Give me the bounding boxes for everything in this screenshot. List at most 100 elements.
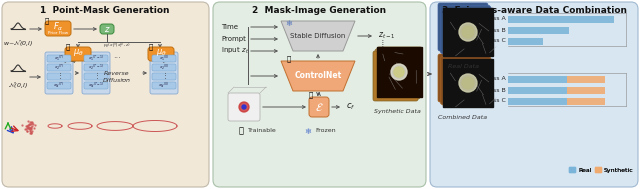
Point — [28, 121, 38, 124]
Point — [23, 120, 33, 123]
Text: Class B: Class B — [483, 88, 506, 92]
Point — [20, 128, 31, 131]
Text: $x_1$$^{(0)}$: $x_1$$^{(0)}$ — [159, 53, 170, 64]
Text: $\vdots$: $\vdots$ — [161, 72, 167, 81]
Polygon shape — [281, 21, 355, 51]
FancyBboxPatch shape — [47, 64, 71, 71]
FancyBboxPatch shape — [152, 73, 176, 80]
FancyBboxPatch shape — [84, 55, 108, 62]
Text: Prompt: Prompt — [221, 36, 246, 42]
Text: Real Data: Real Data — [447, 64, 479, 69]
Bar — [508, 75, 567, 83]
Point — [22, 126, 33, 129]
Text: $x_N$$^{(T-1)}$: $x_N$$^{(T-1)}$ — [88, 81, 104, 91]
FancyBboxPatch shape — [152, 64, 176, 71]
Text: Class C: Class C — [483, 98, 506, 104]
Point — [24, 122, 34, 125]
Point — [26, 131, 36, 134]
Point — [29, 123, 40, 126]
Text: ❄: ❄ — [285, 19, 292, 29]
Circle shape — [239, 102, 249, 112]
Text: Class C: Class C — [483, 39, 506, 43]
FancyBboxPatch shape — [47, 73, 71, 80]
Text: $x_N$$^{(T)}$: $x_N$$^{(T)}$ — [54, 81, 65, 91]
Point — [23, 126, 33, 129]
Text: Reverse
Diffusion: Reverse Diffusion — [103, 71, 131, 83]
Text: Input $z_t$: Input $z_t$ — [221, 46, 249, 56]
Text: ControlNet: ControlNet — [294, 71, 342, 81]
Text: $\vdots$: $\vdots$ — [56, 72, 62, 81]
Point — [28, 123, 38, 126]
Text: 2  Mask-Image Generation: 2 Mask-Image Generation — [252, 6, 386, 15]
Point — [22, 129, 32, 132]
Point — [22, 125, 32, 128]
Text: Prior Flow: Prior Flow — [48, 31, 68, 35]
Point — [26, 131, 36, 134]
Text: Stable Diffusion: Stable Diffusion — [291, 33, 346, 39]
Text: Class A: Class A — [483, 16, 506, 22]
Point — [24, 126, 35, 129]
Bar — [508, 26, 570, 33]
FancyBboxPatch shape — [438, 54, 488, 102]
Point — [25, 132, 35, 135]
Text: ...: ... — [120, 72, 129, 82]
FancyBboxPatch shape — [148, 47, 174, 61]
Text: 🔥: 🔥 — [287, 56, 291, 62]
FancyBboxPatch shape — [45, 21, 71, 36]
FancyBboxPatch shape — [82, 52, 110, 94]
FancyBboxPatch shape — [84, 73, 108, 80]
Bar — [508, 15, 614, 22]
Bar — [443, 8, 493, 56]
Point — [21, 125, 31, 128]
Bar — [443, 59, 493, 107]
Text: 🔥: 🔥 — [45, 18, 49, 24]
Circle shape — [459, 23, 477, 41]
FancyBboxPatch shape — [440, 57, 490, 105]
Legend: Real, Synthetic: Real, Synthetic — [569, 167, 634, 173]
Point — [23, 124, 33, 127]
Bar — [508, 87, 567, 94]
Text: Frozen: Frozen — [315, 129, 335, 133]
Text: $F_\alpha$: $F_\alpha$ — [52, 21, 63, 33]
Point — [27, 121, 37, 124]
Bar — [508, 37, 543, 44]
Point — [24, 124, 34, 127]
FancyBboxPatch shape — [100, 24, 114, 34]
Circle shape — [394, 67, 404, 77]
FancyBboxPatch shape — [213, 2, 426, 187]
Point — [26, 126, 36, 129]
Point — [27, 125, 37, 128]
Text: 🔥: 🔥 — [66, 44, 70, 50]
FancyBboxPatch shape — [47, 82, 71, 89]
Point — [29, 126, 40, 129]
Text: $\mu_\theta$: $\mu_\theta$ — [156, 47, 166, 59]
Text: $\mathcal{N}$(0,$I$): $\mathcal{N}$(0,$I$) — [8, 80, 28, 90]
FancyBboxPatch shape — [377, 47, 422, 97]
Text: 🔥: 🔥 — [309, 92, 313, 98]
FancyBboxPatch shape — [152, 82, 176, 89]
FancyBboxPatch shape — [152, 55, 176, 62]
FancyBboxPatch shape — [373, 51, 418, 101]
Point — [25, 121, 35, 124]
Point — [26, 121, 36, 124]
Text: $z$: $z$ — [104, 25, 110, 33]
FancyBboxPatch shape — [150, 52, 178, 94]
FancyBboxPatch shape — [309, 97, 329, 117]
Text: Combined Data: Combined Data — [438, 115, 488, 120]
Text: $x_N$$^{(0)}$: $x_N$$^{(0)}$ — [159, 81, 170, 91]
FancyBboxPatch shape — [375, 49, 420, 99]
Point — [24, 126, 34, 129]
Point — [26, 131, 36, 134]
Text: $c_f$: $c_f$ — [346, 102, 355, 112]
Point — [25, 130, 35, 133]
Point — [21, 124, 31, 127]
Point — [24, 127, 34, 130]
Text: Class A: Class A — [483, 77, 506, 81]
Point — [23, 125, 33, 128]
Bar — [377, 47, 422, 97]
FancyBboxPatch shape — [47, 55, 71, 62]
Text: $x_1$$^{(T)}$: $x_1$$^{(T)}$ — [54, 53, 65, 64]
Bar — [567, 87, 605, 94]
Text: $x_1$$^{(T-1)}$: $x_1$$^{(T-1)}$ — [88, 53, 104, 64]
FancyBboxPatch shape — [430, 2, 638, 187]
